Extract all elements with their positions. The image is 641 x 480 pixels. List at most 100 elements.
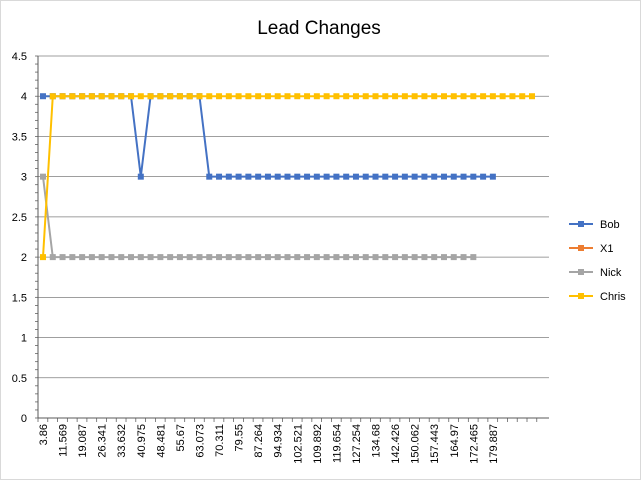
x-tick-label: 127.254 xyxy=(351,424,363,464)
data-point xyxy=(509,93,516,100)
data-point xyxy=(88,254,95,261)
data-point xyxy=(157,93,164,100)
x-tick-label: 102.521 xyxy=(292,424,304,464)
data-point xyxy=(392,254,399,261)
data-point xyxy=(382,254,389,261)
data-point xyxy=(362,254,369,261)
data-point xyxy=(137,254,144,261)
data-point xyxy=(431,173,438,180)
x-tick-label: 26.341 xyxy=(97,424,109,458)
data-point xyxy=(313,173,320,180)
data-point xyxy=(255,254,262,261)
data-point xyxy=(460,173,467,180)
data-point xyxy=(40,93,46,100)
data-point xyxy=(519,93,526,100)
x-tick-label: 157.443 xyxy=(429,424,441,464)
data-point xyxy=(499,93,506,100)
legend-marker xyxy=(578,293,584,299)
y-tick-label: 0 xyxy=(21,413,27,425)
data-point xyxy=(294,93,301,100)
data-point xyxy=(216,173,223,180)
y-tick-label: 3.5 xyxy=(12,131,27,143)
x-tick-label: 87.264 xyxy=(253,424,265,458)
y-tick-label: 4.5 xyxy=(12,51,27,63)
data-point xyxy=(245,254,252,261)
data-point xyxy=(529,93,535,100)
data-point xyxy=(372,93,379,100)
x-tick-label: 119.654 xyxy=(331,424,343,463)
series-lines xyxy=(40,93,535,261)
y-tick-label: 4 xyxy=(21,91,27,103)
data-point xyxy=(235,254,242,261)
data-point xyxy=(470,173,477,180)
data-point xyxy=(206,93,213,100)
x-tick-label: 94.934 xyxy=(273,424,285,458)
data-point xyxy=(304,254,311,261)
series-nick xyxy=(40,173,477,261)
data-point xyxy=(108,93,115,100)
data-point xyxy=(470,93,477,100)
data-point xyxy=(294,173,301,180)
data-point xyxy=(206,254,213,261)
data-point xyxy=(411,93,418,100)
x-tick-label: 11.569 xyxy=(58,424,70,457)
data-point xyxy=(440,93,447,100)
y-tick-label: 3 xyxy=(21,172,27,184)
data-point xyxy=(313,254,320,261)
data-point xyxy=(186,254,193,261)
data-point xyxy=(255,173,262,180)
data-point xyxy=(440,254,447,261)
data-point xyxy=(313,93,320,100)
data-point xyxy=(196,254,203,261)
data-point xyxy=(98,93,105,100)
data-point xyxy=(440,173,447,180)
data-point xyxy=(323,173,330,180)
data-point xyxy=(450,173,457,180)
data-point xyxy=(186,93,193,100)
data-point xyxy=(352,173,359,180)
data-point xyxy=(431,254,438,261)
legend-label: Nick xyxy=(600,267,622,279)
data-point xyxy=(489,173,496,180)
data-point xyxy=(137,93,144,100)
data-point xyxy=(489,93,496,100)
data-point xyxy=(431,93,438,100)
x-tick-label: 109.892 xyxy=(312,424,324,464)
data-point xyxy=(225,173,232,180)
y-tick-label: 1 xyxy=(21,333,27,345)
data-point xyxy=(40,254,46,261)
data-point xyxy=(264,173,271,180)
y-tick-label: 2.5 xyxy=(12,212,27,224)
data-point xyxy=(450,254,457,261)
data-point xyxy=(362,173,369,180)
data-point xyxy=(206,173,213,180)
x-tick-label: 63.073 xyxy=(194,424,206,458)
data-point xyxy=(79,93,86,100)
data-point xyxy=(167,93,174,100)
legend-label: Chris xyxy=(600,291,626,303)
data-point xyxy=(88,93,95,100)
x-tick-label: 142.426 xyxy=(390,424,402,464)
data-point xyxy=(235,173,242,180)
data-point xyxy=(401,254,408,261)
data-point xyxy=(284,173,291,180)
data-point xyxy=(372,254,379,261)
data-point xyxy=(421,173,428,180)
data-point xyxy=(392,93,399,100)
x-tick-label: 70.311 xyxy=(214,424,226,457)
legend-item-x1: X1 xyxy=(569,243,613,255)
data-point xyxy=(255,93,262,100)
data-point xyxy=(108,254,115,261)
legend-label: X1 xyxy=(600,243,613,255)
chart-title: Lead Changes xyxy=(257,18,381,39)
data-point xyxy=(352,254,359,261)
data-point xyxy=(382,93,389,100)
data-point xyxy=(333,254,340,261)
data-point xyxy=(147,254,154,261)
data-point xyxy=(323,93,330,100)
data-point xyxy=(480,173,487,180)
data-point xyxy=(460,254,467,261)
data-point xyxy=(343,173,350,180)
data-point xyxy=(59,254,66,261)
